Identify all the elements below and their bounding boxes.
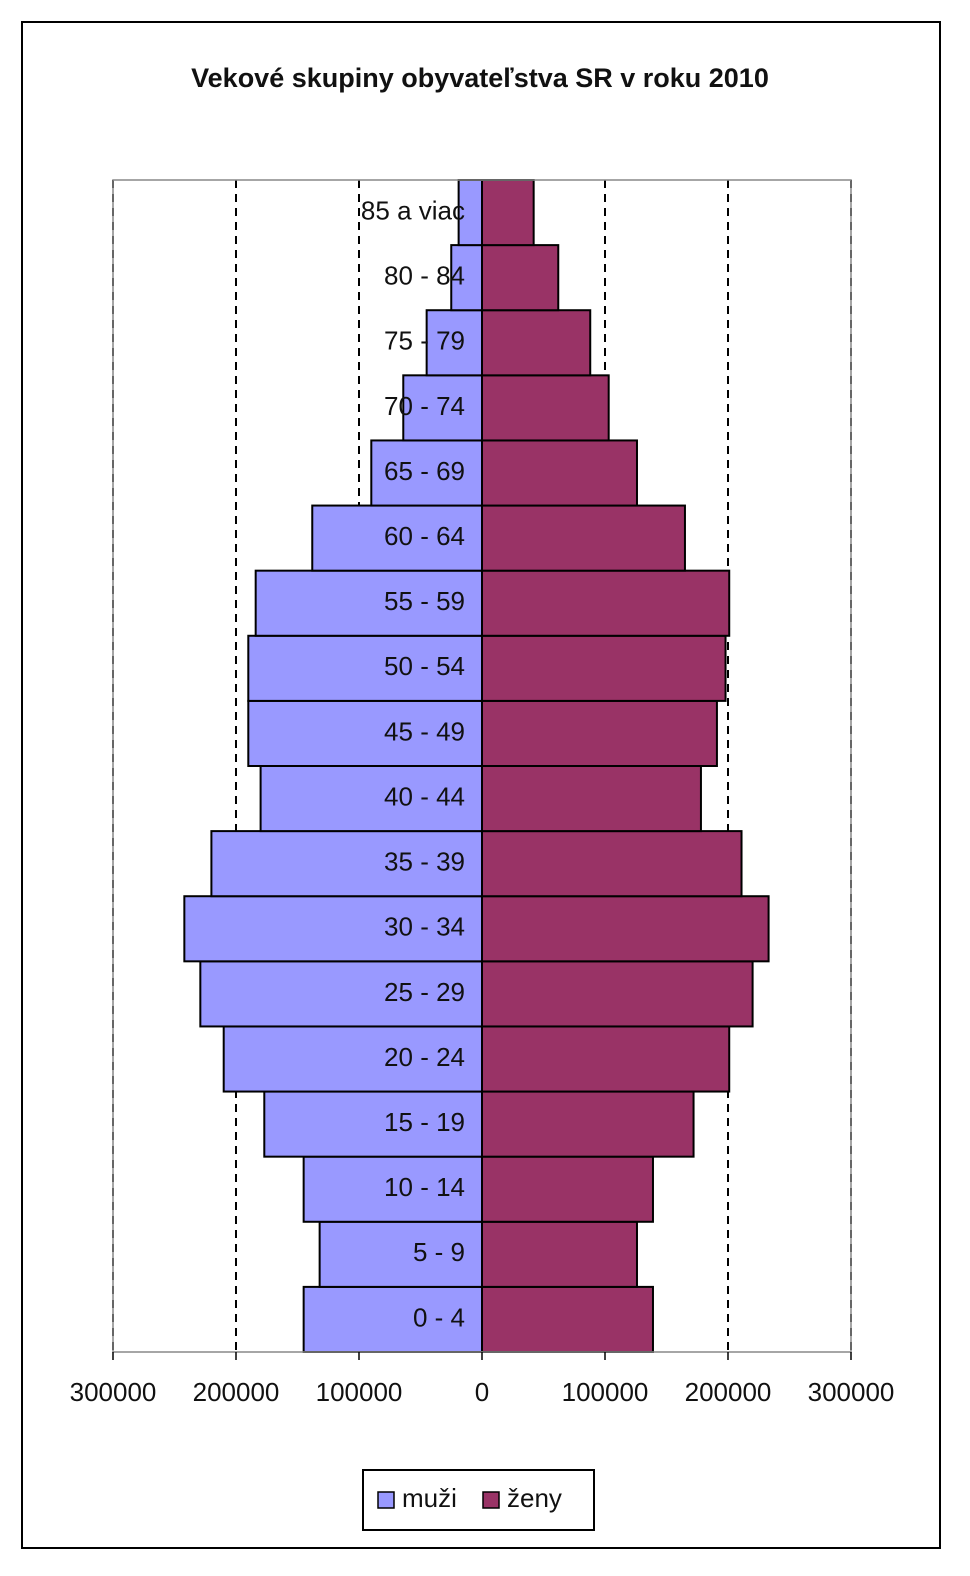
y-tick-label: 50 - 54 — [384, 651, 465, 681]
bar — [222, 1025, 483, 1093]
bar — [259, 765, 483, 833]
y-tick-label: 10 - 14 — [384, 1172, 465, 1202]
x-tick-label: 200000 — [193, 1377, 280, 1407]
x-tick-label: 200000 — [685, 1377, 772, 1407]
bar — [481, 699, 718, 768]
x-tick-label: 300000 — [808, 1377, 895, 1407]
y-tick-label: 30 - 34 — [384, 912, 465, 942]
bar — [481, 1220, 638, 1288]
bar — [481, 1155, 654, 1223]
y-tick-label: 25 - 29 — [384, 977, 465, 1007]
bar — [481, 634, 727, 702]
legend-label: ženy — [507, 1483, 562, 1513]
bars — [183, 179, 770, 1354]
bar — [481, 179, 535, 247]
bar — [481, 374, 610, 442]
y-tick-label: 75 - 79 — [384, 326, 465, 356]
bar — [481, 895, 770, 963]
y-tick-label: 20 - 24 — [384, 1042, 465, 1072]
bar — [481, 504, 686, 572]
y-tick-label: 35 - 39 — [384, 847, 465, 877]
bar — [481, 244, 560, 312]
bar — [481, 1025, 731, 1093]
bar — [402, 374, 483, 442]
legend-swatch — [482, 1491, 500, 1509]
y-tick-label: 65 - 69 — [384, 456, 465, 486]
x-tick-label: 100000 — [316, 1377, 403, 1407]
y-tick-label: 60 - 64 — [384, 521, 465, 551]
bar — [263, 1090, 484, 1158]
x-tick-label: 300000 — [70, 1377, 157, 1407]
bar — [481, 569, 731, 637]
bar — [481, 960, 754, 1028]
bar — [199, 960, 484, 1028]
bar — [481, 1090, 695, 1158]
chart-title: Vekové skupiny obyvateľstva SR v roku 20… — [191, 63, 769, 93]
bar — [481, 765, 702, 833]
bar — [302, 1285, 483, 1354]
y-tick-label: 85 a viac — [361, 195, 465, 225]
bar — [183, 895, 483, 963]
bar — [481, 439, 638, 507]
x-tick-label: 0 — [475, 1377, 489, 1407]
legend-swatch — [377, 1491, 395, 1509]
bar — [481, 830, 743, 898]
y-tick-label: 55 - 59 — [384, 586, 465, 616]
y-tick-label: 15 - 19 — [384, 1107, 465, 1137]
y-tick-label: 5 - 9 — [413, 1237, 465, 1267]
y-tick-label: 40 - 44 — [384, 781, 465, 811]
y-tick-label: 80 - 84 — [384, 261, 465, 291]
bar — [425, 309, 483, 377]
bar — [254, 569, 483, 637]
y-tick-label: 0 - 4 — [413, 1302, 465, 1332]
y-tick-label: 45 - 49 — [384, 716, 465, 746]
y-tick-label: 70 - 74 — [384, 391, 465, 421]
bar — [210, 830, 483, 898]
bar — [481, 1285, 654, 1354]
legend-label: muži — [402, 1483, 457, 1513]
labels: 0 - 4 5 - 9 10 - 14 15 - 19 20 - 24 25 - 29 30… — [361, 195, 465, 1332]
legend — [362, 1469, 595, 1531]
x-tick-label: 100000 — [562, 1377, 649, 1407]
bar — [481, 309, 592, 377]
bar — [247, 634, 483, 702]
